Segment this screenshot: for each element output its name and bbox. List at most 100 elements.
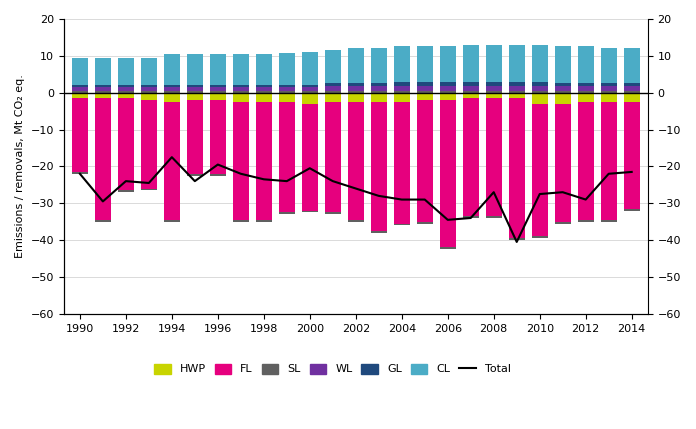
Bar <box>302 104 318 211</box>
Bar <box>624 48 640 83</box>
Bar <box>232 85 249 87</box>
Bar <box>532 86 548 91</box>
Bar <box>279 91 295 93</box>
Bar <box>255 93 272 102</box>
Bar <box>440 248 456 249</box>
Bar <box>463 93 479 98</box>
Bar <box>509 238 525 240</box>
Bar <box>95 87 111 91</box>
Bar <box>486 216 502 218</box>
Bar <box>601 48 617 83</box>
Bar <box>463 45 479 82</box>
Bar <box>555 93 571 104</box>
Bar <box>72 85 88 87</box>
Bar <box>417 100 433 222</box>
Bar <box>601 91 617 93</box>
Bar <box>95 85 111 87</box>
Bar <box>509 82 525 86</box>
Bar <box>209 174 226 175</box>
Bar <box>601 220 617 222</box>
Bar <box>325 91 341 93</box>
Bar <box>255 91 272 93</box>
Bar <box>486 86 502 91</box>
Bar <box>601 102 617 220</box>
Bar <box>417 93 433 100</box>
Bar <box>209 54 226 85</box>
Bar <box>209 93 226 100</box>
Bar <box>394 93 410 102</box>
Bar <box>532 236 548 238</box>
Bar <box>209 100 226 174</box>
Bar <box>440 91 456 93</box>
Bar <box>578 93 594 102</box>
Bar <box>141 57 157 85</box>
Bar <box>624 209 640 211</box>
Bar <box>371 102 387 231</box>
Bar <box>118 190 134 192</box>
Bar <box>348 48 364 84</box>
Bar <box>72 87 88 91</box>
Bar <box>371 91 387 93</box>
Bar <box>279 212 295 214</box>
Bar <box>371 48 387 84</box>
Bar <box>95 57 111 85</box>
Bar <box>624 93 640 102</box>
Bar <box>164 91 180 93</box>
Bar <box>578 91 594 93</box>
Bar <box>348 84 364 86</box>
Bar <box>486 82 502 86</box>
Bar <box>187 93 203 100</box>
Bar <box>417 86 433 91</box>
Bar <box>279 102 295 212</box>
Bar <box>417 45 433 82</box>
Bar <box>302 52 318 85</box>
Bar <box>95 91 111 93</box>
Bar <box>325 50 341 84</box>
Bar <box>624 102 640 209</box>
Bar <box>141 188 157 190</box>
Bar <box>394 102 410 224</box>
Bar <box>463 216 479 218</box>
Bar <box>371 86 387 91</box>
Bar <box>118 91 134 93</box>
Bar <box>164 102 180 220</box>
Bar <box>463 91 479 93</box>
Bar <box>532 104 548 236</box>
Bar <box>95 93 111 98</box>
Bar <box>72 172 88 174</box>
Bar <box>601 86 617 91</box>
Bar <box>302 93 318 104</box>
Bar <box>578 86 594 91</box>
Bar <box>394 91 410 93</box>
Bar <box>601 83 617 86</box>
Bar <box>486 93 502 98</box>
Bar <box>187 100 203 174</box>
Bar <box>555 104 571 222</box>
Bar <box>118 85 134 87</box>
Bar <box>440 93 456 100</box>
Bar <box>325 102 341 212</box>
Bar <box>209 87 226 91</box>
Bar <box>509 86 525 91</box>
Bar <box>486 98 502 216</box>
Bar <box>532 93 548 104</box>
Bar <box>118 93 134 98</box>
Bar <box>417 91 433 93</box>
Bar <box>72 93 88 98</box>
Bar <box>118 98 134 190</box>
Bar <box>348 86 364 91</box>
Bar <box>95 98 111 220</box>
Bar <box>463 82 479 86</box>
Bar <box>555 86 571 91</box>
Bar <box>417 82 433 86</box>
Bar <box>532 82 548 86</box>
Bar <box>509 93 525 98</box>
Bar <box>532 45 548 82</box>
Bar <box>417 222 433 224</box>
Bar <box>440 86 456 91</box>
Bar <box>325 93 341 102</box>
Bar <box>302 85 318 87</box>
Bar <box>348 93 364 102</box>
Bar <box>118 57 134 85</box>
Bar <box>348 102 364 220</box>
